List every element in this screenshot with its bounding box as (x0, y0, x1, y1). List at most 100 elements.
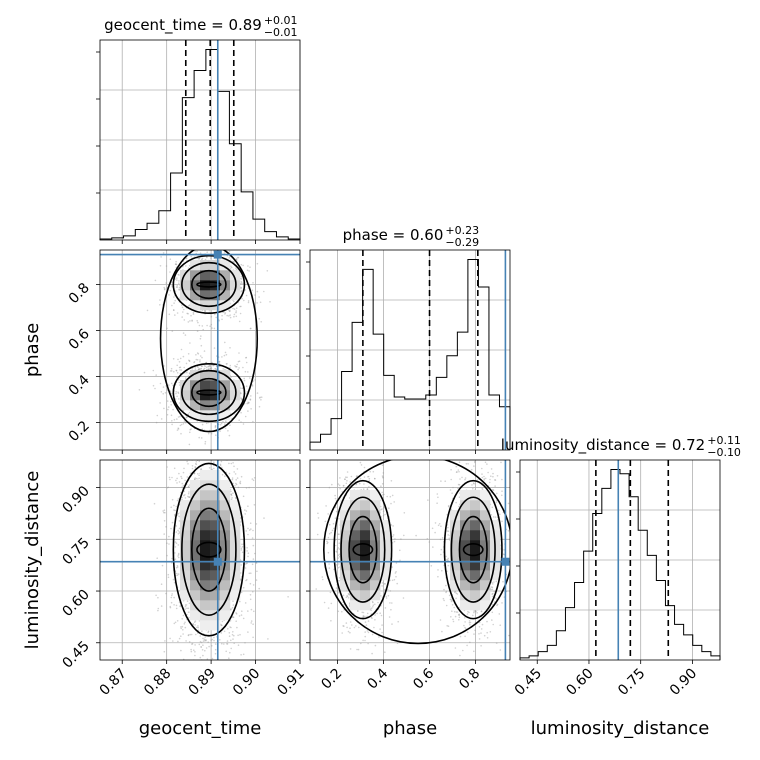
scatter-point (182, 614, 185, 617)
scatter-point (166, 413, 169, 416)
scatter-point (246, 547, 248, 549)
scatter-point (204, 636, 206, 638)
scatter-point (195, 462, 197, 465)
scatter-point (207, 421, 210, 424)
scatter-point (178, 288, 180, 291)
scatter-point (229, 314, 231, 316)
scatter-point (177, 378, 180, 381)
scatter-point (229, 651, 231, 654)
scatter-point (177, 556, 180, 559)
scatter-point (235, 612, 237, 614)
scatter-point (223, 244, 225, 246)
scatter-point (187, 353, 190, 355)
scatter-point (232, 638, 234, 640)
scatter-point (187, 463, 189, 465)
scatter-point (387, 589, 389, 591)
scatter-point (193, 472, 196, 475)
scatter-point (260, 396, 263, 399)
scatter-point (499, 649, 502, 651)
scatter-point (228, 662, 230, 664)
scatter-point (182, 355, 185, 358)
scatter-point (228, 310, 231, 313)
scatter-point (188, 616, 190, 619)
scatter-point (196, 626, 198, 629)
scatter-point (228, 250, 231, 253)
scatter-point (163, 533, 165, 535)
scatter-point (194, 466, 197, 469)
scatter-point (237, 634, 239, 637)
scatter-point (199, 368, 202, 370)
scatter-point (170, 527, 172, 530)
scatter-point (193, 361, 195, 364)
scatter-point (235, 315, 238, 318)
scatter-point (219, 439, 221, 441)
scatter-point (214, 425, 217, 428)
scatter-point (252, 591, 254, 593)
scatter-point (219, 446, 221, 448)
scatter-point (233, 300, 235, 303)
scatter-point (163, 520, 166, 522)
scatter-point (187, 496, 190, 498)
panel-geocent_time-vs-phase (96, 244, 301, 454)
scatter-point (226, 643, 229, 645)
density-cell (200, 600, 211, 611)
density-cell (210, 290, 221, 301)
scatter-point (250, 572, 252, 574)
scatter-point (178, 472, 180, 475)
density-cell (180, 590, 191, 601)
scatter-point (194, 620, 197, 622)
density-cell (210, 280, 221, 291)
scatter-point (174, 541, 177, 543)
scatter-point (252, 529, 254, 532)
scatter-point (174, 558, 177, 560)
scatter-point (269, 301, 271, 303)
scatter-point (182, 633, 184, 635)
scatter-point (201, 257, 204, 260)
density-cell (210, 530, 221, 541)
scatter-point (227, 430, 229, 432)
scatter-point (166, 542, 168, 544)
density-cell (210, 380, 221, 391)
scatter-point (236, 626, 238, 629)
scatter-point (178, 286, 181, 289)
scatter-point (157, 596, 159, 599)
scatter-point (163, 286, 165, 289)
title-luminosity_distance: luminosity_distance = 0.72 +0.11−0.10 (501, 434, 741, 459)
scatter-point (241, 453, 243, 455)
scatter-point (245, 530, 247, 532)
scatter-point (230, 494, 233, 497)
scatter-point (202, 654, 204, 657)
scatter-point (196, 320, 198, 322)
scatter-point (173, 509, 175, 511)
scatter-point (181, 486, 183, 488)
scatter-point (249, 266, 251, 269)
scatter-point (156, 414, 159, 417)
scatter-point (235, 310, 237, 312)
scatter-point (174, 314, 176, 316)
scatter-point (255, 705, 257, 707)
scatter-point (191, 320, 193, 322)
scatter-point (233, 308, 236, 310)
scatter-point (245, 294, 248, 297)
scatter-point (191, 319, 193, 322)
title-plus: +0.01 (264, 14, 298, 27)
scatter-point (229, 364, 232, 367)
scatter-point (230, 498, 233, 501)
scatter-point (165, 282, 167, 284)
scatter-point (176, 364, 178, 367)
scatter-point (220, 665, 222, 667)
scatter-point (328, 523, 331, 526)
scatter-point (214, 313, 216, 316)
scatter-point (176, 277, 178, 279)
density-cell (220, 300, 231, 311)
scatter-point (338, 563, 340, 565)
scatter-point (205, 422, 208, 425)
scatter-point (243, 377, 245, 380)
scatter-point (175, 531, 178, 533)
hist-panel-phase: phase = 0.60 +0.23−0.29 (306, 224, 511, 454)
scatter-point (228, 462, 230, 465)
scatter-point (189, 428, 191, 431)
scatter-point (192, 247, 194, 249)
scatter-point (205, 366, 208, 369)
scatter-point (177, 273, 180, 276)
